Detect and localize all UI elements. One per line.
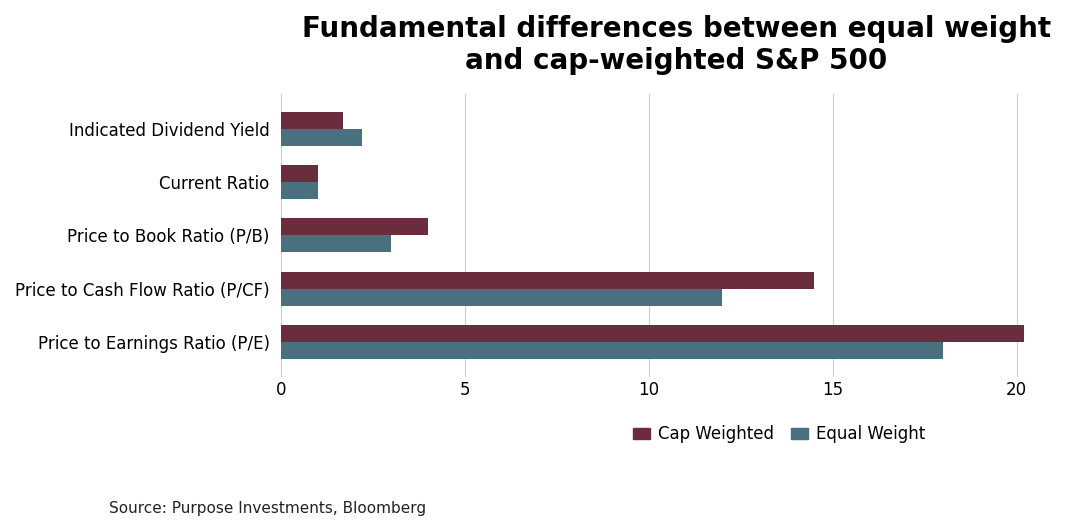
Title: Fundamental differences between equal weight
and cap-weighted S&P 500: Fundamental differences between equal we…	[302, 15, 1051, 76]
Bar	[280, 165, 317, 182]
Bar	[280, 235, 391, 253]
Bar	[280, 289, 723, 306]
Bar	[280, 182, 317, 199]
Bar	[280, 218, 428, 235]
Bar	[280, 325, 1024, 342]
Bar	[280, 129, 362, 146]
Text: Source: Purpose Investments, Bloomberg: Source: Purpose Investments, Bloomberg	[109, 501, 426, 516]
Legend: Cap Weighted, Equal Weight: Cap Weighted, Equal Weight	[626, 419, 932, 450]
Bar	[280, 112, 343, 129]
Bar	[280, 342, 944, 359]
Bar	[280, 271, 814, 289]
